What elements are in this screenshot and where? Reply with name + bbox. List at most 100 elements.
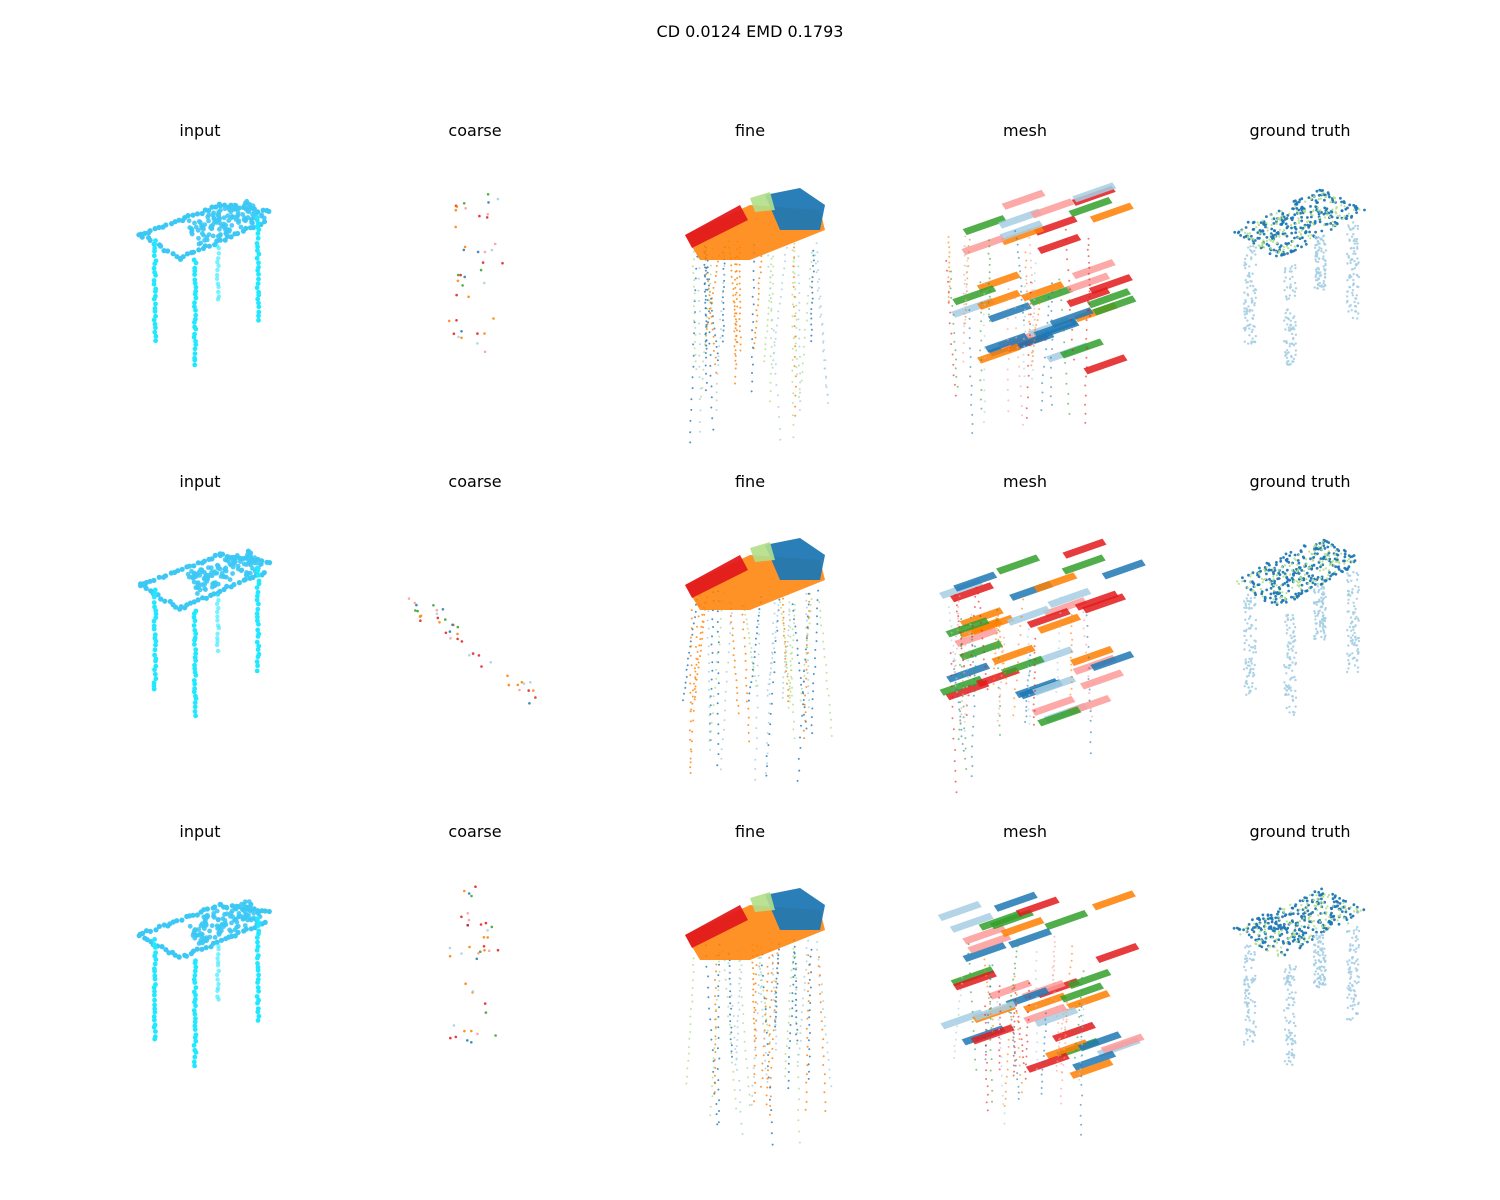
point [738, 960, 741, 963]
point [138, 581, 144, 587]
point [1051, 291, 1054, 294]
point [1292, 200, 1296, 203]
point [750, 356, 753, 358]
point [713, 327, 716, 330]
point [254, 215, 260, 221]
point [1251, 221, 1255, 225]
point [196, 941, 202, 946]
point [1024, 266, 1027, 269]
point [971, 643, 974, 646]
point [746, 1067, 749, 1069]
point [796, 1032, 799, 1035]
point [1349, 622, 1353, 625]
point [1330, 215, 1334, 219]
point [948, 251, 951, 254]
point [1275, 563, 1278, 567]
point [806, 615, 809, 618]
point [695, 368, 698, 371]
point [1317, 612, 1320, 615]
point [770, 337, 773, 340]
point [961, 679, 964, 682]
point [757, 287, 760, 290]
point [1285, 356, 1289, 359]
point [717, 692, 720, 695]
point [954, 749, 957, 751]
point [1015, 327, 1017, 330]
point [965, 283, 968, 286]
point [719, 617, 722, 620]
point [1254, 602, 1257, 606]
point [1282, 556, 1285, 559]
point [802, 692, 805, 695]
point [1334, 224, 1337, 227]
point [1293, 579, 1296, 582]
point [997, 614, 1000, 617]
point [709, 1114, 712, 1117]
point [773, 992, 776, 995]
point [782, 676, 785, 679]
point [698, 267, 701, 270]
point [714, 1038, 717, 1041]
point [751, 363, 754, 366]
point [1250, 572, 1253, 576]
point [1317, 242, 1321, 245]
point [1243, 648, 1246, 651]
point [1320, 596, 1323, 599]
point [724, 699, 727, 702]
point [962, 360, 965, 363]
point [1314, 580, 1317, 583]
point [1356, 242, 1359, 245]
point [683, 692, 685, 695]
point [741, 1004, 744, 1007]
point [1001, 651, 1004, 653]
point [1355, 572, 1358, 575]
point [1245, 309, 1248, 312]
point [212, 569, 217, 575]
point [1323, 216, 1326, 219]
point [732, 1078, 735, 1081]
point [705, 325, 708, 328]
point [792, 976, 795, 978]
point [773, 986, 775, 989]
point [762, 995, 765, 998]
point [954, 394, 957, 397]
point [986, 688, 989, 691]
point [1288, 270, 1291, 273]
point [770, 307, 773, 310]
point [764, 1002, 766, 1004]
point [1085, 643, 1088, 646]
point [1027, 686, 1030, 689]
panel-title-input: input [179, 121, 221, 140]
point [953, 668, 956, 671]
point [803, 674, 806, 677]
point [1249, 668, 1252, 672]
point [262, 908, 268, 914]
point [1347, 602, 1350, 605]
point [1017, 661, 1019, 664]
point [203, 595, 209, 601]
point [1355, 238, 1359, 241]
point [798, 395, 800, 398]
point [707, 996, 710, 999]
point [771, 1038, 774, 1041]
point [1254, 651, 1258, 654]
point [950, 674, 953, 677]
point [793, 608, 796, 611]
point [216, 947, 221, 952]
point [1334, 565, 1338, 569]
point [786, 645, 789, 648]
point [1248, 265, 1251, 268]
point [745, 1058, 748, 1061]
point [1236, 231, 1240, 235]
point [740, 964, 743, 967]
point [1306, 216, 1309, 219]
point [191, 689, 197, 695]
point [979, 379, 982, 382]
point [192, 291, 198, 297]
point [747, 699, 750, 702]
point [1284, 684, 1288, 687]
point [1059, 596, 1062, 599]
point [774, 1025, 777, 1028]
point [707, 653, 710, 656]
point [1239, 234, 1242, 237]
